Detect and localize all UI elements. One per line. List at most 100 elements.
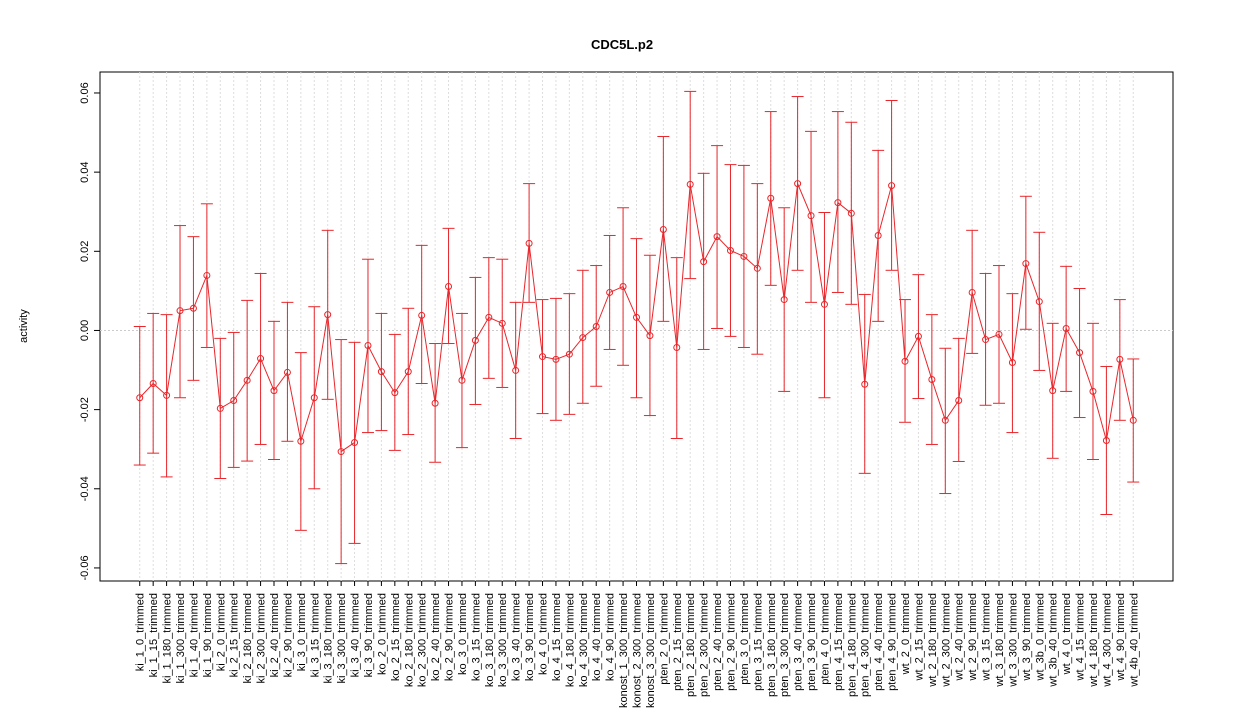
x-tick-label: konost_2_300_trimmed bbox=[632, 593, 644, 708]
y-tick-label: 0.06 bbox=[79, 82, 91, 103]
x-tick-label: ki_3_40_trimmed bbox=[350, 593, 362, 677]
x-tick-label: pten_2_15_trimmed bbox=[672, 593, 684, 691]
x-tick-label: ko_4_90_trimmed bbox=[605, 593, 617, 681]
x-tick-label: wt_2_90_trimmed bbox=[967, 593, 979, 681]
x-tick-label: pten_2_180_trimmed bbox=[685, 593, 697, 697]
y-tick-label: -0.06 bbox=[79, 555, 91, 580]
data-point bbox=[726, 247, 734, 255]
data-point bbox=[968, 288, 976, 296]
data-point bbox=[646, 332, 654, 340]
data-point bbox=[713, 233, 721, 241]
y-axis-label: activity bbox=[18, 309, 30, 343]
data-point bbox=[445, 283, 453, 291]
data-point bbox=[740, 252, 748, 260]
data-point bbox=[404, 368, 412, 376]
data-point bbox=[377, 368, 385, 376]
x-tick-label: ki_1_0_trimmed bbox=[135, 593, 147, 671]
y-tick-label: 0.02 bbox=[79, 241, 91, 262]
x-tick-label: pten_3_90_trimmed bbox=[806, 593, 818, 691]
chart-title: CDC5L.p2 bbox=[591, 37, 653, 52]
data-point bbox=[283, 368, 291, 376]
data-point bbox=[1008, 359, 1016, 367]
data-point bbox=[552, 355, 560, 363]
data-point bbox=[203, 271, 211, 279]
data-point bbox=[297, 437, 305, 445]
data-point bbox=[458, 376, 466, 384]
data-point bbox=[888, 182, 896, 190]
x-tick-label: wt_2_40_trimmed bbox=[954, 593, 966, 681]
x-tick-label: wt_4b_40_trimmed bbox=[1128, 593, 1140, 688]
data-point bbox=[941, 416, 949, 424]
data-point bbox=[861, 380, 869, 388]
x-tick-label: ki_2_0_trimmed bbox=[215, 593, 227, 671]
x-tick-label: wt_4_0_trimmed bbox=[1061, 593, 1073, 675]
data-point bbox=[1102, 436, 1110, 444]
x-tick-label: pten_3_300_trimmed bbox=[779, 593, 791, 697]
data-point bbox=[928, 376, 936, 384]
data-point bbox=[324, 311, 332, 319]
data-point bbox=[176, 307, 184, 315]
data-point bbox=[136, 394, 144, 402]
data-point bbox=[243, 376, 251, 384]
x-tick-label: ko_3_180_trimmed bbox=[484, 593, 496, 687]
data-point bbox=[807, 212, 815, 220]
x-tick-label: ko_2_40_trimmed bbox=[430, 593, 442, 681]
data-point bbox=[498, 319, 506, 327]
data-point bbox=[633, 313, 640, 321]
x-tick-label: ko_3_40_trimmed bbox=[511, 593, 523, 681]
data-point bbox=[512, 366, 520, 374]
data-point bbox=[592, 323, 600, 330]
x-tick-label: ki_3_15_trimmed bbox=[309, 593, 321, 677]
y-tick-label: 0.04 bbox=[79, 161, 91, 182]
data-point bbox=[619, 283, 627, 291]
x-tick-label: ki_2_90_trimmed bbox=[282, 593, 294, 677]
data-point bbox=[794, 180, 802, 188]
data-point bbox=[163, 391, 171, 399]
data-point bbox=[1076, 349, 1084, 357]
data-point bbox=[673, 343, 681, 351]
data-point bbox=[820, 300, 828, 308]
data-point bbox=[1062, 324, 1070, 332]
data-point bbox=[982, 336, 990, 344]
data-point bbox=[847, 209, 855, 217]
x-tick-label: pten_3_40_trimmed bbox=[793, 593, 805, 691]
x-tick-label: wt_4_300_trimmed bbox=[1101, 593, 1113, 688]
x-tick-label: wt_2_180_trimmed bbox=[927, 593, 939, 688]
x-tick-label: pten_3_180_trimmed bbox=[766, 593, 778, 697]
data-point bbox=[955, 397, 963, 405]
data-point bbox=[471, 336, 479, 344]
x-tick-label: pten_4_0_trimmed bbox=[819, 593, 831, 685]
data-point bbox=[700, 258, 708, 266]
data-point bbox=[565, 350, 573, 358]
x-tick-label: ki_3_90_trimmed bbox=[363, 593, 375, 677]
data-point bbox=[351, 438, 359, 446]
data-point bbox=[914, 332, 922, 340]
x-tick-label: ko_4_180_trimmed bbox=[564, 593, 576, 687]
data-point bbox=[149, 379, 157, 387]
data-point bbox=[337, 448, 345, 456]
x-tick-label: ko_4_15_trimmed bbox=[551, 593, 563, 681]
x-tick-label: pten_2_0_trimmed bbox=[658, 593, 670, 685]
x-tick-label: ko_3_90_trimmed bbox=[524, 593, 536, 681]
x-tick-label: ki_3_180_trimmed bbox=[323, 593, 335, 684]
x-tick-label: wt_3_300_trimmed bbox=[1007, 593, 1019, 688]
x-tick-label: wt_3b_40_trimmed bbox=[1048, 593, 1060, 688]
x-tick-label: ko_2_15_trimmed bbox=[390, 593, 402, 681]
data-point bbox=[1022, 260, 1030, 268]
x-tick-label: ki_1_300_trimmed bbox=[175, 593, 187, 684]
data-point bbox=[189, 304, 197, 312]
x-tick-label: pten_2_90_trimmed bbox=[725, 593, 737, 691]
data-point bbox=[995, 330, 1003, 338]
x-tick-label: wt_2_15_trimmed bbox=[913, 593, 925, 681]
data-point bbox=[780, 296, 788, 304]
data-point bbox=[1049, 387, 1057, 395]
x-tick-label: pten_4_300_trimmed bbox=[860, 593, 872, 697]
x-tick-label: pten_3_0_trimmed bbox=[739, 593, 751, 685]
x-tick-label: ki_1_15_trimmed bbox=[148, 593, 160, 677]
x-tick-label: wt_2_0_trimmed bbox=[900, 593, 912, 675]
x-tick-label: ki_1_90_trimmed bbox=[202, 593, 214, 677]
x-tick-label: wt_3_180_trimmed bbox=[994, 593, 1006, 688]
x-tick-label: ki_2_180_trimmed bbox=[242, 593, 254, 684]
x-tick-label: ki_2_40_trimmed bbox=[269, 593, 281, 677]
